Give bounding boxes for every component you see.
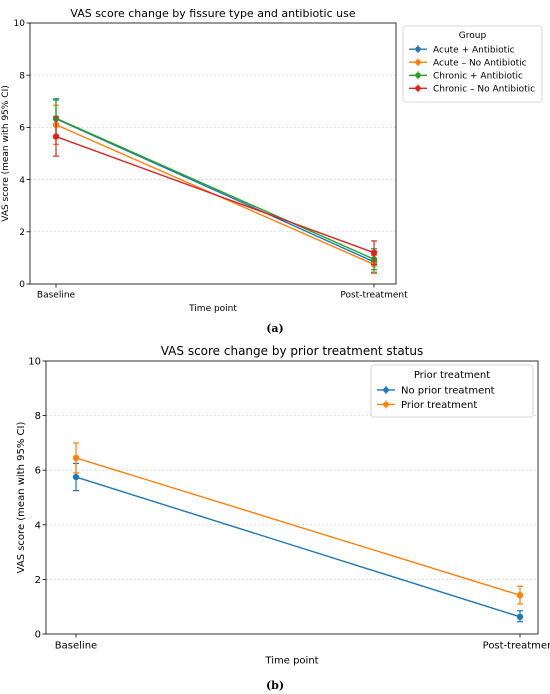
y-tick-label: 2 xyxy=(35,575,41,586)
data-point xyxy=(72,473,80,481)
figure-caption: (b) xyxy=(266,679,284,692)
plot-frame xyxy=(29,22,397,285)
x-axis-label: Time point xyxy=(264,656,318,667)
y-tick-label: 0 xyxy=(35,630,41,641)
legend-box xyxy=(402,25,543,103)
chart-title: VAS score change by fissure type and ant… xyxy=(70,7,355,20)
legend-entry-label: Prior treatment xyxy=(401,400,477,411)
chart-b: 0 2 4 6 8 10 Baseline Post-treatment VAS score c… xyxy=(16,344,550,692)
plot-frame xyxy=(45,360,539,635)
y-tick-label: 0 xyxy=(19,280,25,290)
y-tick-label: 8 xyxy=(19,71,25,81)
legend-entry-label: Chronic + Antibiotic xyxy=(433,71,523,81)
x-tick-label: Baseline xyxy=(55,641,97,652)
series-line xyxy=(75,457,521,596)
x-tick-label: Post-treatment xyxy=(340,290,408,300)
legend: Group Acute + Antibiotic Acute – No Antibi… xyxy=(402,25,543,103)
y-tick-label: 8 xyxy=(35,411,41,422)
data-point xyxy=(516,592,524,599)
data-point xyxy=(516,613,524,621)
x-axis-label: Time point xyxy=(188,304,237,314)
x-tick-label: Post-treatment xyxy=(483,641,550,652)
data-point xyxy=(370,249,378,256)
y-tick-label: 10 xyxy=(28,357,41,368)
series-1 xyxy=(72,442,524,605)
y-axis-label: VAS score (mean with 95% CI) xyxy=(16,422,27,574)
y-tick-label: 4 xyxy=(19,176,25,186)
chart-a: 0 2 4 6 8 10 Baseline Post-treatment VAS score c… xyxy=(1,7,543,335)
x-tick-label: Baseline xyxy=(37,290,76,300)
legend-title: Prior treatment xyxy=(414,370,490,381)
series-line xyxy=(55,117,375,260)
series-line xyxy=(55,118,375,263)
series-0 xyxy=(72,462,524,623)
data-point xyxy=(52,133,60,140)
y-tick-label: 2 xyxy=(19,228,25,238)
legend-swatch-marker xyxy=(383,401,389,408)
figure-caption: (a) xyxy=(266,322,284,335)
legend-box xyxy=(370,364,534,418)
y-axis-label: VAS score (mean with 95% CI) xyxy=(1,85,11,222)
series-line xyxy=(55,135,375,254)
series-0 xyxy=(52,99,378,273)
legend: Prior treatment No prior treatment Prior t… xyxy=(370,364,534,418)
legend-title: Group xyxy=(459,31,487,41)
legend-swatch-marker xyxy=(415,46,421,52)
y-tick-label: 4 xyxy=(35,520,41,531)
legend-entry-label: Acute + Antibiotic xyxy=(433,45,515,55)
legend-swatch-marker xyxy=(383,387,389,393)
data-point xyxy=(72,454,80,462)
series-line xyxy=(75,476,521,618)
y-tick-label: 6 xyxy=(35,466,41,477)
y-tick-label: 6 xyxy=(19,124,25,134)
chart-title: VAS score change by prior treatment stat… xyxy=(161,344,424,358)
legend-entry-label: Chronic – No Antibiotic xyxy=(433,84,535,94)
y-tick-label: 10 xyxy=(14,19,26,29)
legend-swatch-marker xyxy=(415,85,421,92)
legend-entry-label: No prior treatment xyxy=(401,385,495,396)
legend-swatch-marker xyxy=(415,59,421,66)
series-3 xyxy=(52,116,378,266)
legend-entry-label: Acute – No Antibiotic xyxy=(433,58,527,68)
legend-swatch-marker xyxy=(415,72,421,79)
